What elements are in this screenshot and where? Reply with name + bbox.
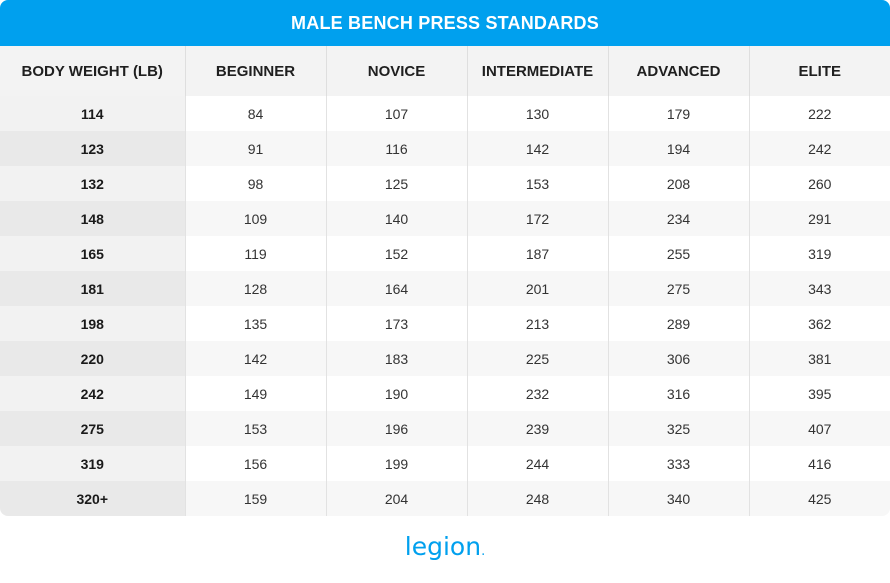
column-header: ELITE (749, 46, 890, 96)
standard-value-cell: 333 (608, 446, 750, 481)
standard-value-cell: 199 (326, 446, 468, 481)
standard-value-cell: 248 (467, 481, 609, 516)
table-row: 242 149 190 232 316 395 (0, 376, 890, 411)
standard-value-cell: 159 (185, 481, 327, 516)
standard-value-cell: 172 (467, 201, 609, 236)
table-row: 114 84 107 130 179 222 (0, 96, 890, 131)
standard-value-cell: 239 (467, 411, 609, 446)
standard-value-cell: 325 (608, 411, 750, 446)
table-row: 132 98 125 153 208 260 (0, 166, 890, 201)
standard-value-cell: 179 (608, 96, 750, 131)
standards-card: MALE BENCH PRESS STANDARDS BODY WEIGHT (… (0, 0, 890, 516)
standard-value-cell: 196 (326, 411, 468, 446)
body-weight-cell: 181 (0, 271, 186, 306)
standard-value-cell: 343 (749, 271, 890, 306)
table-row: 123 91 116 142 194 242 (0, 131, 890, 166)
standard-value-cell: 395 (749, 376, 890, 411)
standard-value-cell: 316 (608, 376, 750, 411)
standard-value-cell: 128 (185, 271, 327, 306)
standard-value-cell: 125 (326, 166, 468, 201)
logo-dot: . (481, 544, 486, 559)
standard-value-cell: 204 (326, 481, 468, 516)
header-row: BODY WEIGHT (LB) BEGINNER NOVICE INTERME… (0, 46, 890, 96)
logo-text: legion (404, 532, 482, 561)
standard-value-cell: 244 (467, 446, 609, 481)
standard-value-cell: 416 (749, 446, 890, 481)
column-header: BODY WEIGHT (LB) (0, 46, 186, 96)
body-weight-cell: 165 (0, 236, 186, 271)
standard-value-cell: 98 (185, 166, 327, 201)
table-row: 181 128 164 201 275 343 (0, 271, 890, 306)
standard-value-cell: 116 (326, 131, 468, 166)
standard-value-cell: 142 (185, 341, 327, 376)
body-weight-cell: 275 (0, 411, 186, 446)
standard-value-cell: 187 (467, 236, 609, 271)
standard-value-cell: 208 (608, 166, 750, 201)
body-weight-cell: 132 (0, 166, 186, 201)
standard-value-cell: 130 (467, 96, 609, 131)
standard-value-cell: 173 (326, 306, 468, 341)
standard-value-cell: 201 (467, 271, 609, 306)
standard-value-cell: 222 (749, 96, 890, 131)
standard-value-cell: 190 (326, 376, 468, 411)
standard-value-cell: 153 (467, 166, 609, 201)
body-weight-cell: 198 (0, 306, 186, 341)
standard-value-cell: 140 (326, 201, 468, 236)
standard-value-cell: 135 (185, 306, 327, 341)
table-body: 114 84 107 130 179 222 123 91 116 142 194 242 132 98 1… (0, 96, 890, 516)
table-row: 198 135 173 213 289 362 (0, 306, 890, 341)
body-weight-cell: 114 (0, 96, 186, 131)
standard-value-cell: 407 (749, 411, 890, 446)
body-weight-cell: 123 (0, 131, 186, 166)
standard-value-cell: 306 (608, 341, 750, 376)
table-title: MALE BENCH PRESS STANDARDS (0, 0, 890, 46)
table-row: 320+ 159 204 248 340 425 (0, 481, 890, 516)
standard-value-cell: 381 (749, 341, 890, 376)
standard-value-cell: 232 (467, 376, 609, 411)
standard-value-cell: 107 (326, 96, 468, 131)
table-row: 148 109 140 172 234 291 (0, 201, 890, 236)
standard-value-cell: 91 (185, 131, 327, 166)
standard-value-cell: 152 (326, 236, 468, 271)
body-weight-cell: 320+ (0, 481, 186, 516)
table-row: 165 119 152 187 255 319 (0, 236, 890, 271)
table-row: 275 153 196 239 325 407 (0, 411, 890, 446)
body-weight-cell: 148 (0, 201, 186, 236)
body-weight-cell: 242 (0, 376, 186, 411)
standard-value-cell: 340 (608, 481, 750, 516)
standard-value-cell: 149 (185, 376, 327, 411)
standard-value-cell: 194 (608, 131, 750, 166)
standard-value-cell: 234 (608, 201, 750, 236)
standard-value-cell: 183 (326, 341, 468, 376)
table-row: 220 142 183 225 306 381 (0, 341, 890, 376)
standard-value-cell: 153 (185, 411, 327, 446)
standard-value-cell: 84 (185, 96, 327, 131)
standard-value-cell: 425 (749, 481, 890, 516)
standard-value-cell: 291 (749, 201, 890, 236)
standard-value-cell: 142 (467, 131, 609, 166)
legion-logo: legion. (0, 532, 890, 561)
table-row: 319 156 199 244 333 416 (0, 446, 890, 481)
standard-value-cell: 225 (467, 341, 609, 376)
standard-value-cell: 242 (749, 131, 890, 166)
standard-value-cell: 260 (749, 166, 890, 201)
standard-value-cell: 213 (467, 306, 609, 341)
standard-value-cell: 255 (608, 236, 750, 271)
standard-value-cell: 289 (608, 306, 750, 341)
column-header: ADVANCED (608, 46, 750, 96)
standard-value-cell: 156 (185, 446, 327, 481)
standard-value-cell: 362 (749, 306, 890, 341)
column-header: BEGINNER (185, 46, 327, 96)
body-weight-cell: 220 (0, 341, 186, 376)
standard-value-cell: 164 (326, 271, 468, 306)
standards-table: BODY WEIGHT (LB) BEGINNER NOVICE INTERME… (0, 46, 890, 516)
standard-value-cell: 319 (749, 236, 890, 271)
body-weight-cell: 319 (0, 446, 186, 481)
standard-value-cell: 109 (185, 201, 327, 236)
column-header: NOVICE (326, 46, 468, 96)
standard-value-cell: 275 (608, 271, 750, 306)
column-header: INTERMEDIATE (467, 46, 609, 96)
standard-value-cell: 119 (185, 236, 327, 271)
